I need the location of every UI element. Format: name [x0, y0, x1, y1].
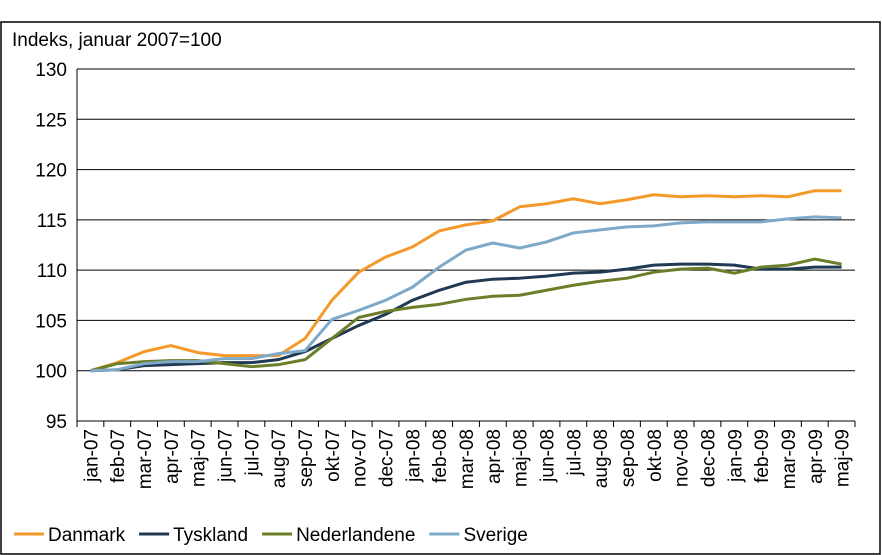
x-tick-label: maj-08	[511, 429, 532, 487]
x-tick-label: mar-07	[135, 429, 156, 489]
x-tick-label: jun-08	[537, 429, 558, 483]
x-tick-label: jan-07	[81, 429, 102, 483]
legend-label: Nederlandene	[296, 525, 415, 546]
x-tick-label: jul-08	[564, 429, 585, 476]
legend-label: Tyskland	[173, 525, 248, 546]
x-tick-label: jan-09	[725, 429, 746, 483]
x-tick-label: nov-08	[672, 429, 693, 487]
x-tick-label: feb-09	[752, 429, 773, 483]
x-tick-label: sep-07	[296, 429, 317, 487]
series-line	[89, 189, 842, 373]
y-tick-label: 120	[35, 161, 67, 182]
x-tick-label: aug-07	[269, 429, 290, 488]
x-tick-label: dec-08	[698, 429, 719, 487]
x-tick-label: mar-09	[779, 429, 800, 489]
x-tick-label: sep-08	[618, 429, 639, 487]
series-line	[90, 215, 842, 373]
x-tick-label: nov-07	[350, 429, 371, 487]
x-tick-label: jul-07	[242, 429, 263, 476]
series-line	[90, 257, 842, 373]
x-tick-label: okt-08	[645, 429, 666, 482]
y-tick-label: 115	[37, 211, 67, 232]
y-tick-label: 130	[35, 60, 67, 81]
y-tick-label: 100	[35, 362, 67, 383]
y-tick-label: 105	[35, 311, 67, 332]
chart-frame	[0, 21, 881, 555]
x-tick-label: feb-08	[430, 429, 451, 483]
legend-label: Danmark	[48, 525, 126, 546]
x-tick-label: apr-08	[484, 429, 505, 484]
legend-label: Sverige	[463, 525, 527, 546]
x-tick-label: apr-09	[806, 429, 827, 484]
x-tick-label: jan-08	[403, 429, 424, 483]
x-tick-label: mar-08	[457, 429, 478, 489]
x-tick-label: okt-07	[323, 429, 344, 482]
y-tick-label: 110	[37, 261, 67, 282]
y-axis-label: Indeks, januar 2007=100	[12, 30, 222, 51]
x-tick-label: aug-08	[591, 429, 612, 488]
y-tick-label: 125	[35, 110, 67, 131]
x-tick-label: dec-07	[377, 429, 398, 487]
x-tick-label: maj-07	[189, 429, 210, 487]
x-tick-label: feb-07	[108, 429, 129, 483]
x-tick-label: maj-09	[833, 429, 854, 487]
x-tick-label: apr-07	[162, 429, 183, 484]
x-tick-label: jun-07	[216, 429, 237, 483]
y-tick-label: 95	[46, 412, 67, 433]
